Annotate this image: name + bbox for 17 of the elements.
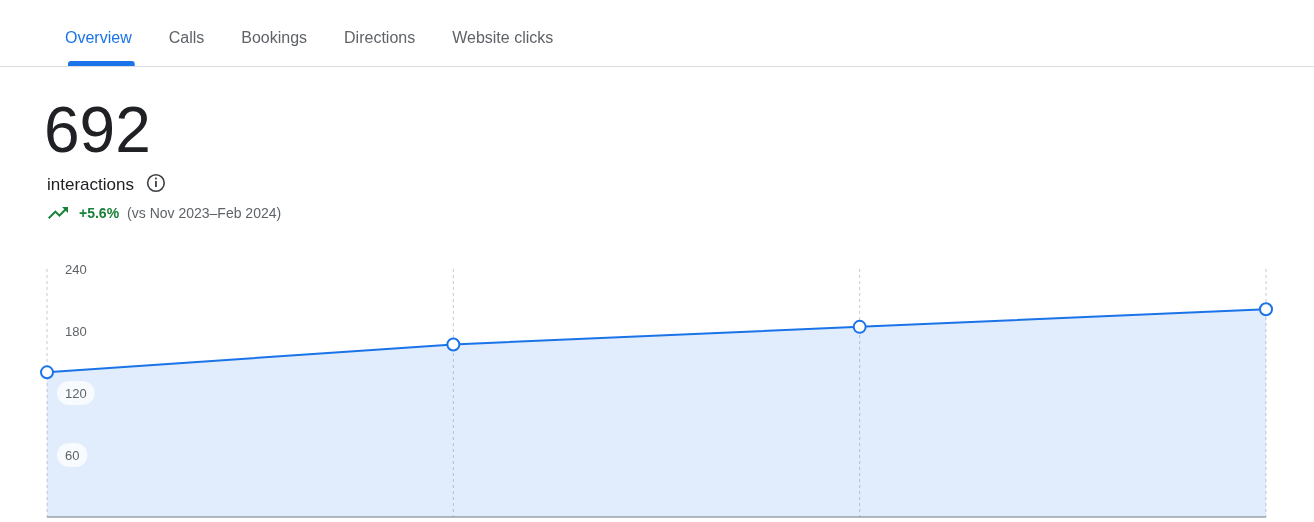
y-tick-label: 240 (65, 261, 87, 277)
y-tick-label: 120 (65, 385, 87, 401)
point (40, 365, 54, 380)
point (852, 319, 867, 334)
text: Bookings (241, 29, 308, 46)
chart-subtitle: interactions (47, 175, 134, 194)
y-tick-label: 60 (65, 447, 80, 463)
text: (vs Nov 2023–Feb 2024) (127, 205, 282, 221)
y-tick-label: 180 (65, 323, 87, 339)
chart-title: 692 (44, 94, 151, 166)
text: Website clicks (452, 29, 554, 46)
text: +5.6% (79, 205, 120, 221)
point (1259, 302, 1273, 317)
text: Overview (65, 29, 133, 46)
text: Directions (344, 29, 416, 46)
text: Calls (168, 29, 205, 46)
point (446, 337, 461, 352)
